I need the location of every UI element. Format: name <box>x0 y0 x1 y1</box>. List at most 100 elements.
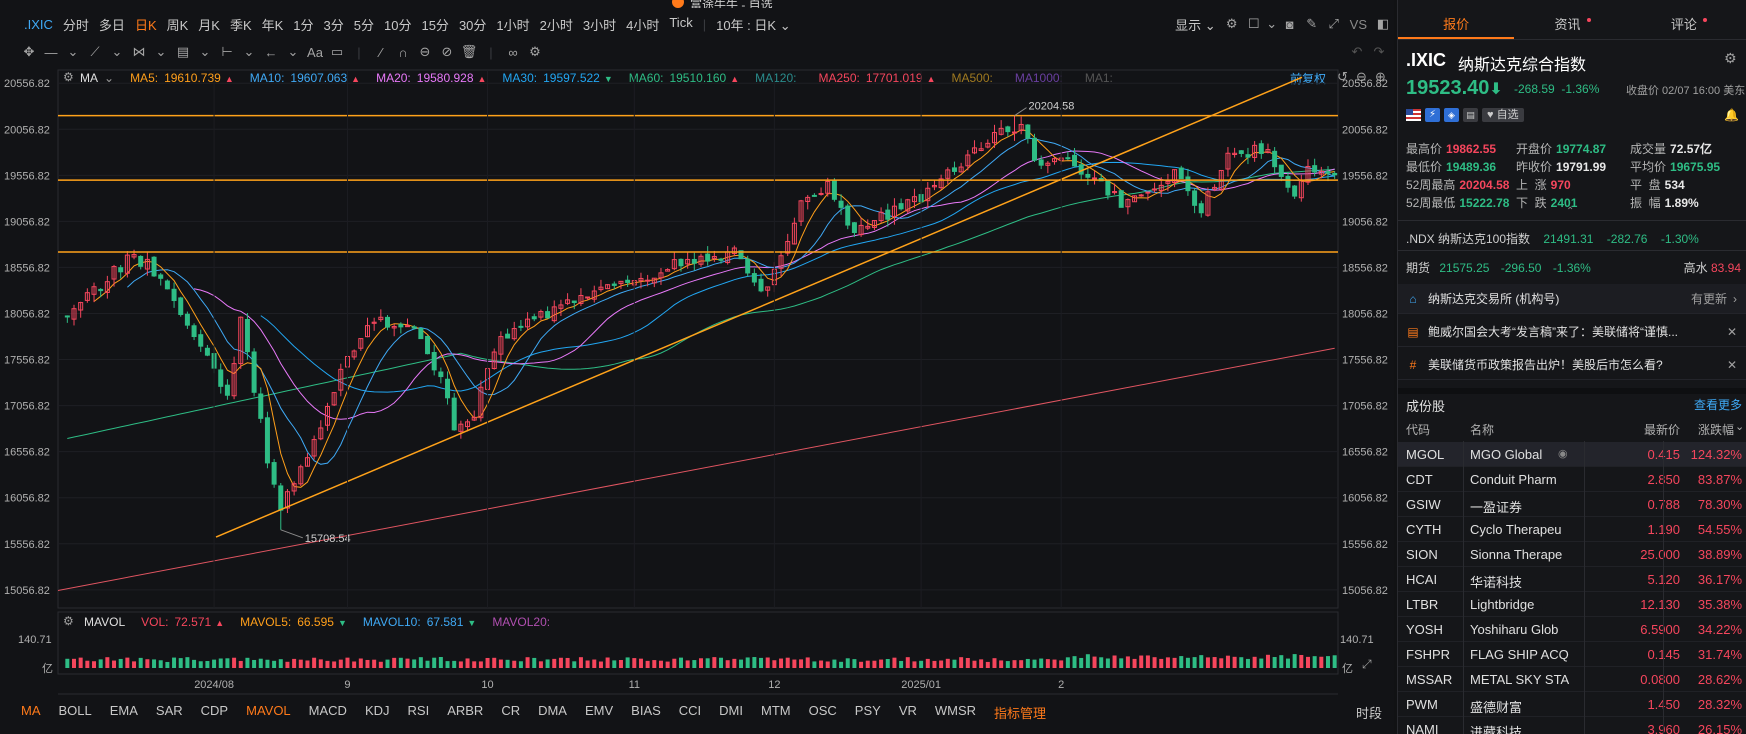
indicator-tab[interactable]: MACD <box>308 702 347 718</box>
indicator-tab[interactable]: ARBR <box>447 702 484 718</box>
eye-icon[interactable]: ◉ <box>1558 448 1568 460</box>
indicator-tab[interactable]: BIAS <box>631 702 661 718</box>
lock-icon[interactable]: ⊖ <box>419 44 431 59</box>
zoom-in-icon[interactable]: ⊕ <box>1375 69 1386 84</box>
indicator-tab[interactable]: MTM <box>761 702 791 718</box>
indicator-tab[interactable]: 指标管理 <box>994 705 1047 721</box>
indicator-tab[interactable]: MA <box>21 702 41 718</box>
close-icon[interactable]: ✕ <box>1726 324 1737 339</box>
chevron-down-icon[interactable]: ⌄ <box>67 44 79 59</box>
table-row[interactable]: YOSH Yoshiharu Glob 6.5900 34.22% <box>1398 617 1746 642</box>
text-tool-icon[interactable]: Aa <box>307 44 323 60</box>
table-row[interactable]: MSSAR METAL SKY STA 0.0800 28.62% <box>1398 667 1746 692</box>
period-tab[interactable]: 多日 <box>98 17 125 33</box>
settings-icon[interactable]: ⚙ <box>1724 50 1737 66</box>
table-row[interactable]: HCAI 华诺科技 5.120 36.17% <box>1398 567 1746 592</box>
hide-icon[interactable]: ⊘ <box>441 44 453 59</box>
redo-icon[interactable]: ↷ <box>1373 44 1385 59</box>
sort-desc-icon[interactable]: ⌄ <box>1735 421 1745 433</box>
indicator-tab[interactable]: PSY <box>854 702 881 718</box>
indicator-tab[interactable]: DMI <box>719 702 744 718</box>
ma-settings-icon[interactable]: ⚙ <box>63 70 74 84</box>
note-icon[interactable]: ▤ <box>1463 108 1478 122</box>
table-row[interactable]: CDT Conduit Pharm 2.850 83.87% <box>1398 467 1746 492</box>
range-select[interactable]: 10年 : 日K ⌄ <box>716 17 791 33</box>
period-tab[interactable]: 30分 <box>458 17 487 33</box>
ndx-row[interactable]: .NDX 纳斯达克100指数 21491.31 -282.76 -1.30% <box>1406 232 1699 246</box>
indicator-tab[interactable]: KDJ <box>364 702 390 718</box>
table-row[interactable]: LTBR Lightbridge 12.130 35.38% <box>1398 592 1746 617</box>
tab-comments[interactable]: 评论 <box>1631 10 1746 39</box>
indicator-tab[interactable]: BOLL <box>58 702 92 718</box>
session-button[interactable]: 时段 <box>1355 705 1382 721</box>
settings-icon[interactable]: ⚙ <box>1225 16 1238 31</box>
period-tab[interactable]: 周K <box>166 17 189 33</box>
crosshair-icon[interactable]: ✥ <box>23 44 35 59</box>
indicator-tab[interactable]: CCI <box>678 702 702 718</box>
period-tab[interactable]: 3分 <box>323 17 344 33</box>
chevron-down-icon[interactable]: ⌄ <box>155 44 167 59</box>
alert-bell-icon[interactable]: 🔔 <box>1724 108 1739 122</box>
display-menu[interactable]: 显示 ⌄ <box>1175 17 1216 33</box>
indicator-tab[interactable]: SAR <box>155 702 183 718</box>
news-item[interactable]: # 美联储货币政策报告出炉！美股后市怎么看? ✕ <box>1398 350 1746 380</box>
indicator-tab[interactable]: RSI <box>407 702 430 718</box>
measure-tool-icon[interactable]: ⊢ <box>221 44 233 59</box>
indicator-tab[interactable]: MAVOL <box>246 702 291 718</box>
magnet-icon[interactable]: ∩ <box>398 44 408 60</box>
chevron-down-icon[interactable]: ⌄ <box>1266 16 1278 31</box>
futures-row[interactable]: 期货 21575.25 -296.50 -1.36% 高水 83.94 <box>1406 261 1741 275</box>
indicator-tab[interactable]: DMA <box>538 702 567 718</box>
indicator-tab[interactable]: EMV <box>584 702 614 718</box>
table-row[interactable]: NAMI 进藏科技 3.960 26.15% <box>1398 717 1746 734</box>
period-tab[interactable]: 2小时 <box>539 17 573 33</box>
period-tab[interactable]: 日K <box>134 17 157 33</box>
table-row[interactable]: SION Sionna Therape 25.000 38.89% <box>1398 542 1746 567</box>
period-tab[interactable]: 季K <box>229 17 252 33</box>
period-tab[interactable]: Tick <box>669 14 693 30</box>
line-tool-icon[interactable]: — <box>44 44 58 60</box>
tab-news[interactable]: 资讯 <box>1514 10 1630 39</box>
comment-tool-icon[interactable]: ▭ <box>330 44 344 59</box>
chevron-up-icon[interactable]: ⌃ <box>1566 206 1575 217</box>
close-icon[interactable]: ✕ <box>1726 357 1737 372</box>
indicator-tab[interactable]: OSC <box>808 702 837 718</box>
gear-icon[interactable]: ⚙ <box>529 44 541 59</box>
candlestick-chart[interactable]: 20556.82 20556.82 20056.82 20056.82 19556.82… <box>0 0 1394 734</box>
expand-icon[interactable]: ⤢ <box>1362 657 1372 671</box>
lightning-icon[interactable]: ⚡ <box>1425 108 1440 122</box>
indicator-tab[interactable]: EMA <box>109 702 138 718</box>
table-row[interactable]: FSHPR FLAG SHIP ACQ 0.145 31.74% <box>1398 642 1746 667</box>
news-item[interactable]: ▤ 鲍威尔国会大考“发言稿”来了：美联储将“谨慎... ✕ <box>1398 317 1746 347</box>
table-row[interactable]: CYTH Cyclo Therapeu 1.190 54.55% <box>1398 517 1746 542</box>
period-tab[interactable]: 1分 <box>293 17 314 33</box>
period-tab[interactable]: 分时 <box>62 17 89 33</box>
vs-button[interactable]: VS <box>1349 16 1367 32</box>
period-tab[interactable]: 15分 <box>421 17 449 33</box>
trend-line[interactable] <box>215 76 1303 538</box>
period-tab[interactable]: 10分 <box>384 17 412 33</box>
zoom-out-icon[interactable]: ⊖ <box>1356 69 1367 84</box>
period-tab[interactable]: 1小时 <box>496 17 530 33</box>
camera-icon[interactable]: ◙ <box>1285 16 1294 32</box>
chevron-down-icon[interactable]: ⌄ <box>111 44 123 59</box>
exchange-row[interactable]: ⌂ 纳斯达克交易所 (机构号) 有更新 › <box>1398 284 1746 314</box>
fib-tool-icon[interactable]: ▤ <box>176 44 190 59</box>
brush-tool-icon[interactable]: ∕ <box>379 44 383 60</box>
period-tab[interactable]: 5分 <box>353 17 374 33</box>
indicator-tab[interactable]: CDP <box>200 702 229 718</box>
trash-icon[interactable]: 🗑 <box>460 44 478 59</box>
adjust-mode-button[interactable]: 前复权 <box>1290 72 1327 86</box>
period-tab[interactable]: 3小时 <box>582 17 617 33</box>
pencil-icon[interactable]: ✎ <box>1306 16 1318 31</box>
table-row[interactable]: PWM 盛德财富 1.450 28.32% <box>1398 692 1746 717</box>
indicator-tab[interactable]: VR <box>898 702 917 718</box>
chevron-down-icon[interactable]: ⌄ <box>243 44 255 59</box>
symbol-label[interactable]: .IXIC <box>24 16 53 32</box>
chevron-down-icon[interactable]: ⌄ <box>104 71 115 85</box>
undo-icon[interactable]: ↶ <box>1351 44 1363 59</box>
wave-tool-icon[interactable]: ⋈ <box>132 44 146 59</box>
table-row[interactable]: GSIW 一盈证券 0.788 78.30% <box>1398 492 1746 517</box>
table-row[interactable]: MGOL MGO Global ◉ 0.415 124.32% <box>1398 442 1746 467</box>
indicator-tab[interactable]: CR <box>501 702 521 718</box>
